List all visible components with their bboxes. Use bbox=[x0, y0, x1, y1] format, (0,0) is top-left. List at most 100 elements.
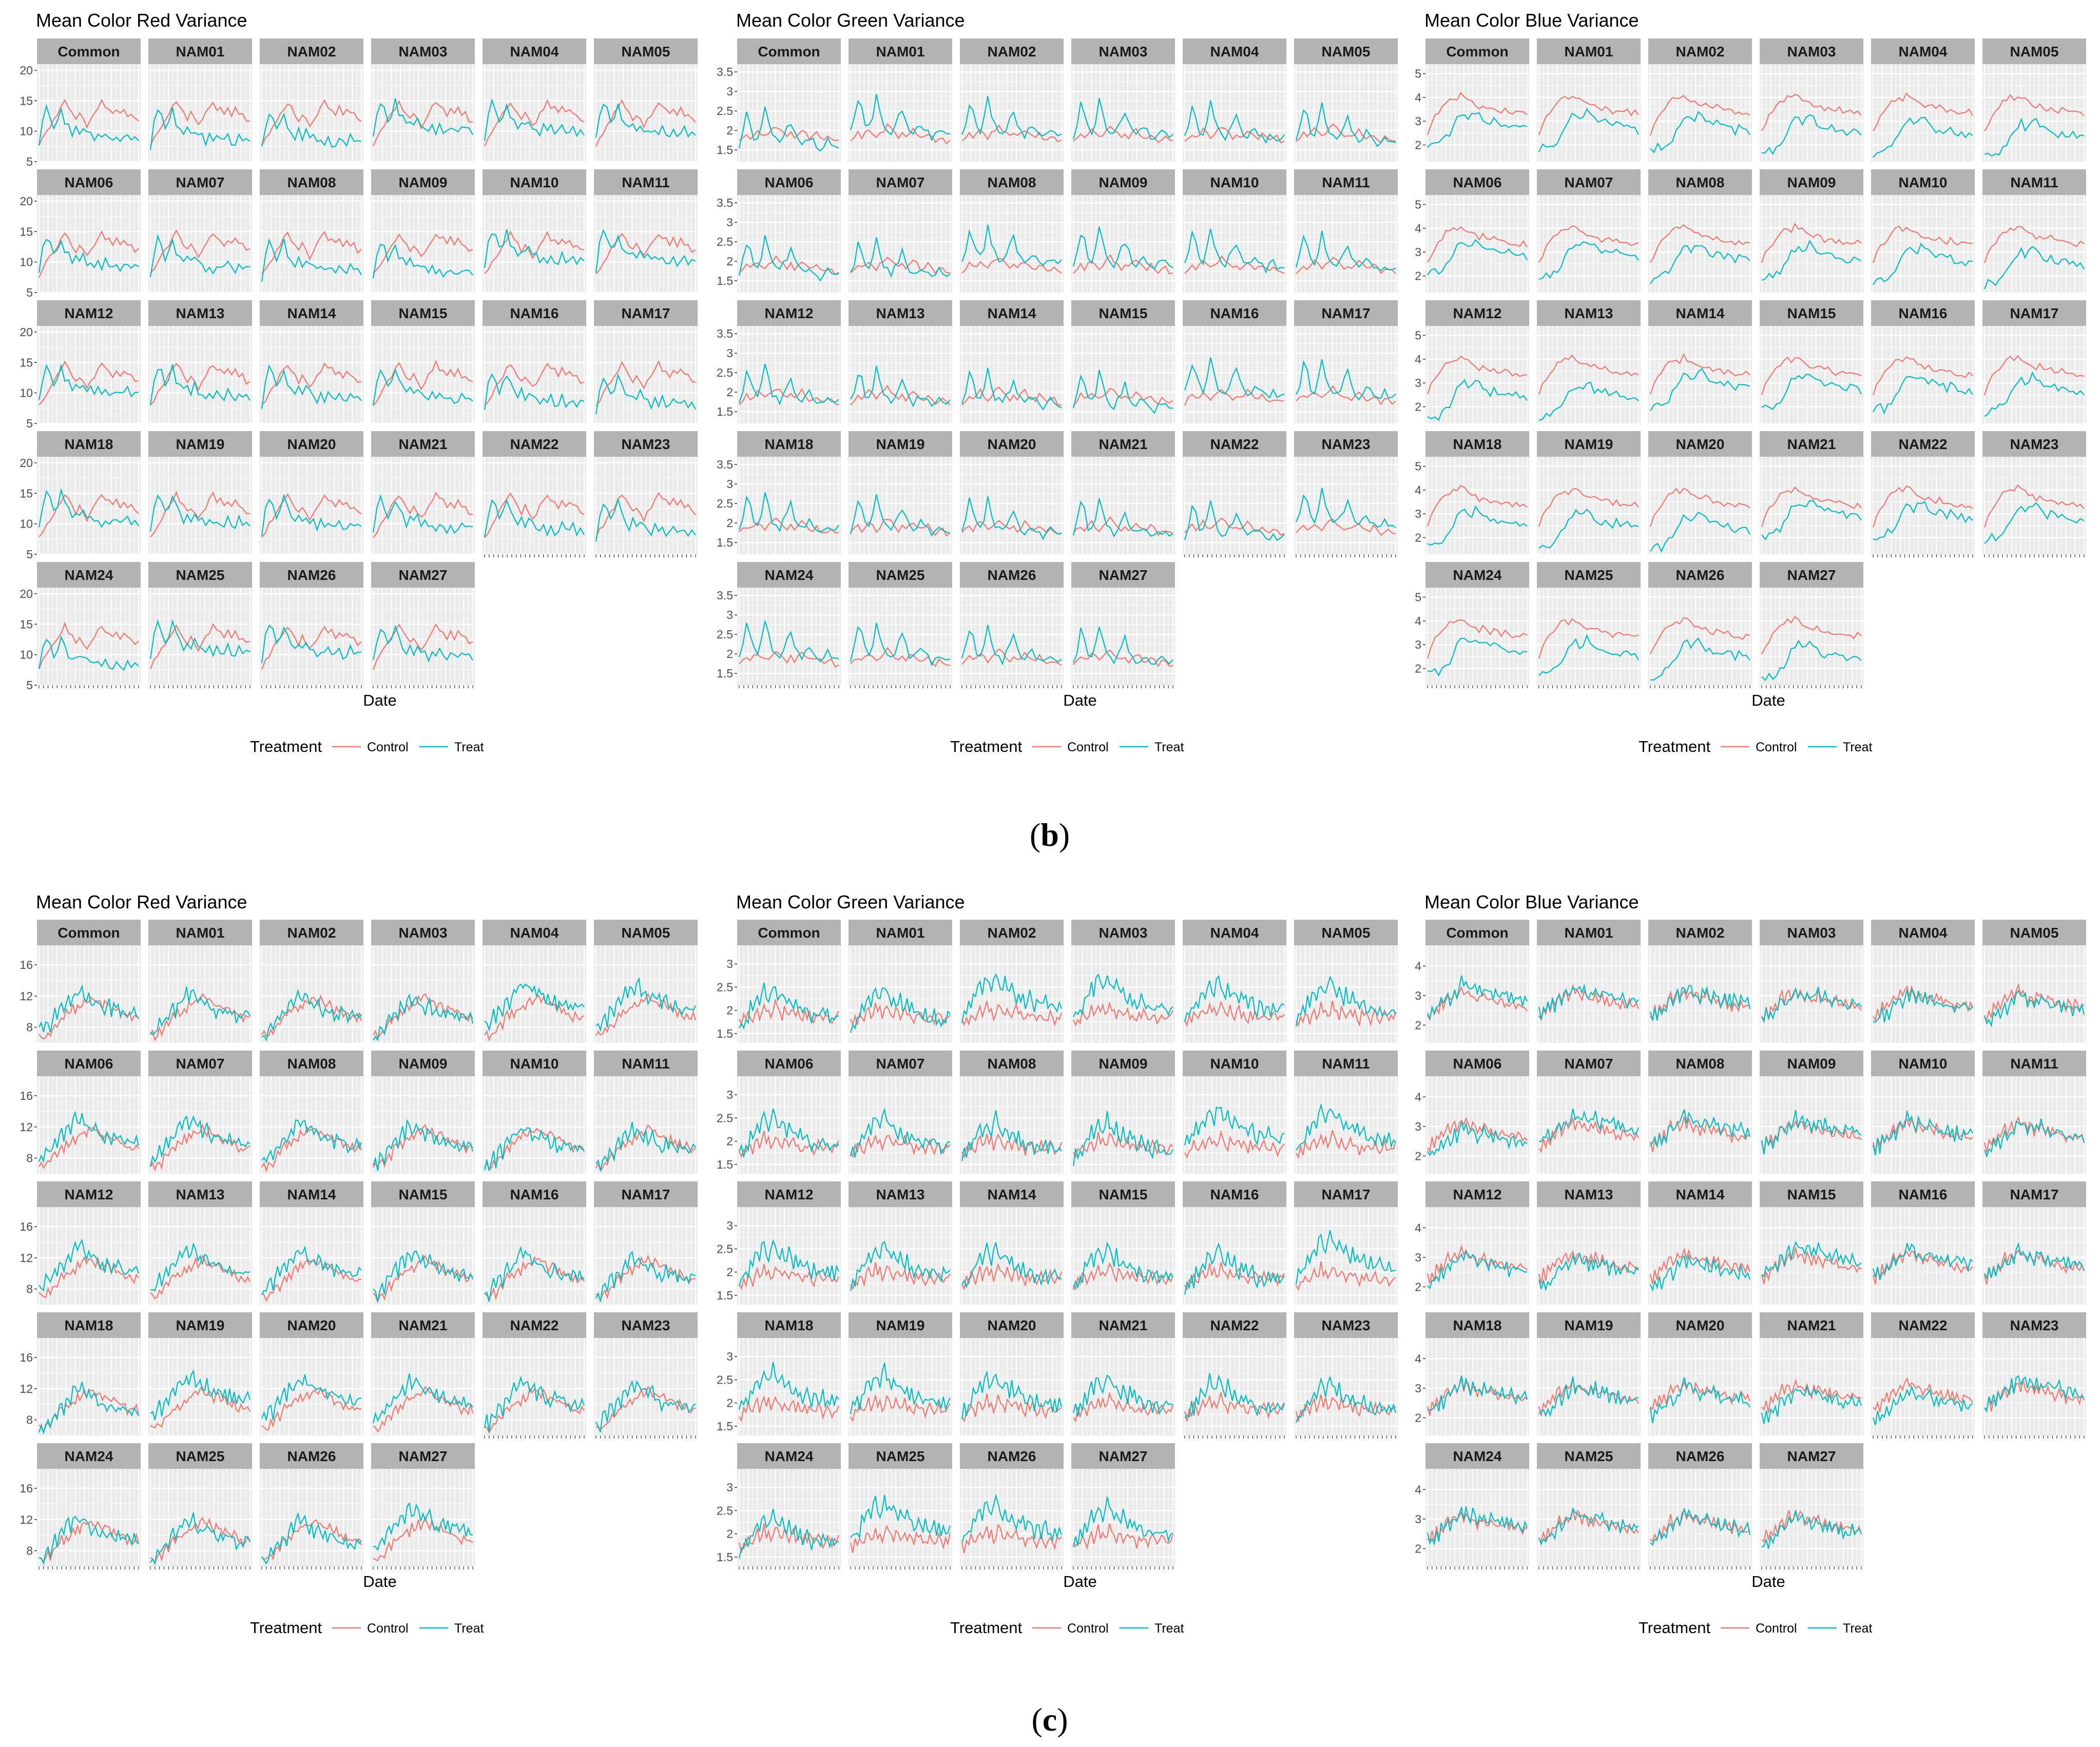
facet-strip-label: NAM03 bbox=[399, 925, 448, 941]
series-line-treat bbox=[1184, 500, 1285, 541]
facet-nam06: NAM06 5 10 15 20 bbox=[20, 169, 141, 299]
series-line-treat bbox=[38, 1516, 139, 1565]
y-tick-label: 2.5 bbox=[717, 980, 733, 994]
series-line-treat bbox=[1873, 501, 1973, 540]
series-line-control bbox=[595, 360, 696, 406]
facet-strip bbox=[1071, 431, 1175, 457]
series-line-treat bbox=[38, 239, 139, 273]
subplot-title: Mean Color Red Variance bbox=[36, 891, 247, 913]
series-line-treat bbox=[1072, 973, 1173, 1018]
series-line-treat bbox=[1761, 114, 1862, 156]
facet-strip bbox=[483, 1312, 586, 1338]
facet-strip bbox=[849, 300, 952, 326]
facet-nam18: NAM18 1.5 2 2.5 3 3.5 bbox=[717, 431, 841, 554]
series-line-treat bbox=[1072, 370, 1173, 414]
subplot-c-1: Mean Color Red Variance Common 8 12 16 NAM01 N… bbox=[20, 891, 698, 1637]
facet-strip-label: NAM24 bbox=[65, 567, 113, 583]
facet-strip-label: NAM17 bbox=[2010, 305, 2059, 321]
facet-strip bbox=[737, 920, 841, 945]
y-tick-label: 12 bbox=[20, 989, 33, 1003]
facet-strip bbox=[594, 169, 698, 195]
y-tick-label: 3 bbox=[726, 477, 733, 491]
facet-strip-label: NAM15 bbox=[399, 1187, 448, 1202]
facet-nam04: NAM04 bbox=[483, 38, 586, 163]
series-line-control bbox=[1538, 488, 1639, 527]
facet-nam08: NAM08 bbox=[960, 169, 1064, 293]
series-line-control bbox=[484, 995, 585, 1042]
series-line-treat bbox=[373, 1250, 474, 1302]
series-line-treat bbox=[1295, 102, 1396, 147]
series-line-control bbox=[150, 229, 251, 274]
series-line-control bbox=[38, 1520, 140, 1563]
facet-strip-label: NAM20 bbox=[988, 436, 1036, 452]
facet-nam16: NAM16 bbox=[483, 1181, 586, 1305]
facet-strip bbox=[1425, 431, 1529, 457]
series-line-control bbox=[1184, 389, 1284, 406]
facet-strip-label: NAM08 bbox=[1676, 174, 1725, 190]
facet-strip-label: NAM22 bbox=[1210, 436, 1259, 452]
facet-common: Common 2 3 4 5 bbox=[1415, 38, 1529, 162]
facet-strip bbox=[260, 1312, 363, 1338]
facet-strip-label: NAM19 bbox=[1565, 436, 1613, 452]
facet-strip-label: NAM01 bbox=[876, 44, 925, 60]
series-line-treat bbox=[1761, 500, 1862, 540]
series-line-treat bbox=[372, 625, 473, 663]
facet-strip-label: NAM05 bbox=[1322, 44, 1371, 60]
facet-strip-label: NAM24 bbox=[65, 1448, 113, 1464]
facet-strip-label: NAM12 bbox=[1453, 305, 1502, 321]
facet-nam08: NAM08 bbox=[260, 1051, 363, 1174]
facet-nam05: NAM05 bbox=[594, 38, 698, 163]
facet-strip-label: NAM26 bbox=[287, 567, 336, 583]
y-tick-label: 2 bbox=[726, 124, 733, 137]
facet-strip bbox=[371, 1443, 475, 1469]
facet-strip-label: NAM22 bbox=[1899, 436, 1948, 452]
facet-nam06: NAM06 1.5 2 2.5 3 3.5 bbox=[717, 169, 841, 293]
facet-strip bbox=[148, 1312, 252, 1338]
facet-common: Common 8 12 16 bbox=[20, 920, 141, 1043]
facet-nam26: NAM26 bbox=[260, 1443, 363, 1569]
facet-strip-label: NAM27 bbox=[1099, 567, 1148, 583]
legend-label-control: Control bbox=[367, 1621, 409, 1636]
y-tick-label: 3 bbox=[1415, 507, 1421, 520]
series-line-treat bbox=[38, 984, 139, 1033]
facet-strip-label: NAM11 bbox=[622, 1056, 669, 1072]
series-line-treat bbox=[261, 1374, 362, 1421]
facet-nam04: NAM04 bbox=[1183, 38, 1286, 162]
series-line-control bbox=[261, 1126, 362, 1173]
y-tick-label: 1.5 bbox=[717, 274, 733, 287]
facet-strip-label: NAM27 bbox=[399, 1448, 448, 1464]
series-line-treat bbox=[484, 983, 585, 1032]
series-line-control bbox=[850, 257, 951, 275]
x-axis-title: Date bbox=[1751, 691, 1785, 709]
series-line-treat bbox=[1427, 505, 1528, 546]
series-line-treat bbox=[1072, 498, 1173, 538]
facet-common: Common 1.5 2 2.5 3 bbox=[717, 920, 841, 1043]
facet-nam09: NAM09 bbox=[1071, 169, 1175, 293]
series-line-treat bbox=[739, 982, 839, 1030]
facet-strip-label: NAM08 bbox=[988, 174, 1036, 190]
series-line-treat bbox=[372, 494, 473, 535]
facet-strip-label: NAM27 bbox=[1787, 567, 1836, 583]
facet-strip bbox=[483, 300, 586, 326]
legend-label-control: Control bbox=[1756, 740, 1797, 754]
series-line-treat bbox=[149, 107, 251, 150]
y-tick-label: 16 bbox=[20, 1482, 33, 1495]
facet-strip bbox=[1760, 431, 1863, 457]
facet-strip bbox=[371, 1312, 475, 1338]
facet-nam20: NAM20 bbox=[260, 1312, 363, 1435]
facet-nam16: NAM16 bbox=[483, 300, 586, 424]
facet-strip-label: NAM18 bbox=[1453, 436, 1502, 452]
y-tick-label: 10 bbox=[20, 125, 33, 138]
series-line-control bbox=[739, 651, 839, 668]
facet-strip-label: NAM07 bbox=[1565, 174, 1613, 190]
series-line-treat bbox=[595, 103, 696, 138]
series-line-treat bbox=[961, 367, 1062, 411]
facet-strip-label: NAM16 bbox=[510, 305, 559, 321]
facet-nam16: NAM16 bbox=[1871, 300, 1975, 423]
facet-strip-label: NAM02 bbox=[1676, 44, 1725, 60]
facet-strip bbox=[148, 38, 252, 64]
facet-nam19: NAM19 bbox=[1537, 431, 1641, 554]
series-line-treat bbox=[372, 368, 473, 406]
y-tick-label: 3 bbox=[726, 216, 733, 229]
series-line-treat bbox=[149, 619, 251, 659]
